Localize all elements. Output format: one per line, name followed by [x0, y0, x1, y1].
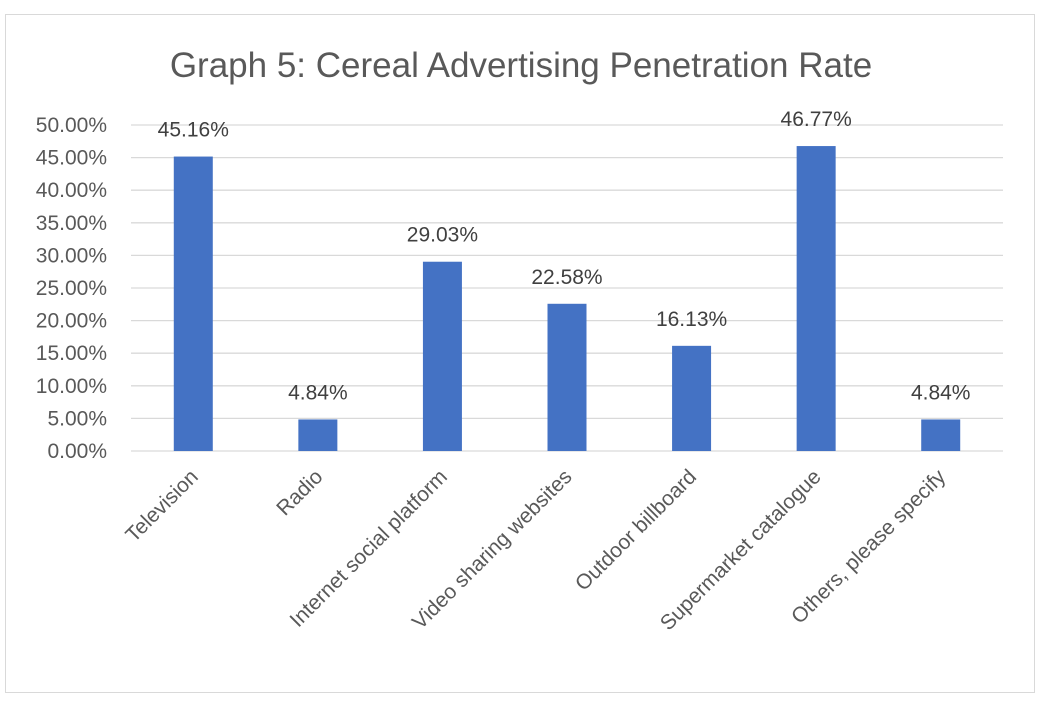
bar [796, 146, 836, 451]
data-label: 16.13% [656, 308, 727, 331]
data-label: 45.16% [158, 119, 229, 142]
bar [921, 419, 961, 451]
y-tick-label: 40.00% [36, 179, 107, 202]
y-tick-label: 35.00% [36, 212, 107, 235]
bars [173, 146, 961, 451]
data-label: 46.77% [781, 108, 852, 131]
x-tick-label: Television [121, 465, 202, 546]
y-tick-label: 25.00% [36, 277, 107, 300]
bar [173, 156, 213, 451]
y-tick-label: 30.00% [36, 244, 107, 267]
y-tick-label: 15.00% [36, 342, 107, 365]
data-labels: 45.16% 4.84% 29.03% 22.58% 16.13% 46.77% 4.84% [158, 108, 971, 404]
y-axis: 0.00% 5.00% 10.00% 15.00% 20.00% 25.00% 30.00%… [36, 114, 107, 463]
chart-title: Graph 5: Cereal Advertising Penetration … [170, 46, 872, 85]
data-label: 29.03% [407, 224, 478, 247]
data-label: 22.58% [531, 266, 602, 289]
bar [547, 303, 587, 451]
gridlines [131, 124, 1003, 452]
bar [298, 419, 338, 451]
bar [672, 345, 712, 451]
x-tick-label: Radio [272, 465, 327, 520]
y-tick-label: 10.00% [36, 375, 107, 398]
y-tick-label: 5.00% [47, 407, 107, 430]
y-tick-label: 20.00% [36, 310, 107, 333]
y-tick-label: 45.00% [36, 147, 107, 170]
bar [422, 261, 462, 451]
data-label: 4.84% [288, 381, 348, 404]
y-tick-label: 0.00% [47, 440, 107, 463]
x-tick-label: Outdoor billboard [571, 465, 701, 595]
data-label: 4.84% [911, 381, 971, 404]
y-tick-label: 50.00% [36, 114, 107, 137]
